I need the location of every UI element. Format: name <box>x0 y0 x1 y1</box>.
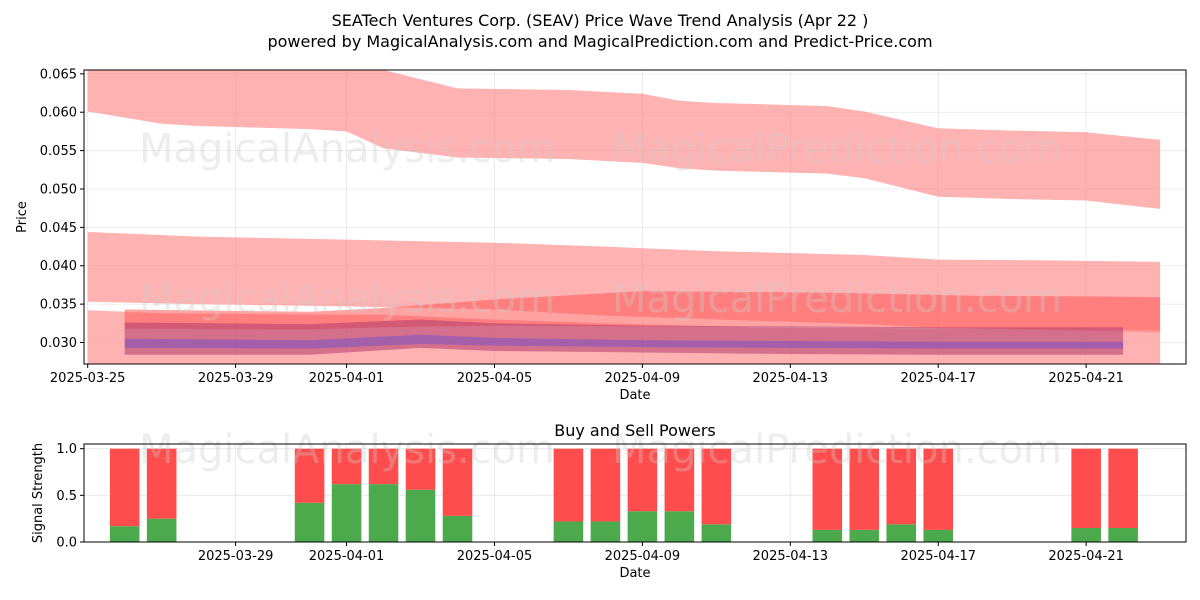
buy-bar <box>849 529 880 542</box>
x-tick-label: 2025-03-29 <box>198 549 274 564</box>
chart-subtitle: powered by MagicalAnalysis.com and Magic… <box>267 32 932 51</box>
watermark: MagicalPrediction.com <box>612 126 1062 172</box>
sell-bar <box>109 448 140 527</box>
sell-bar <box>146 448 177 519</box>
buy-bar <box>812 529 843 542</box>
buy-bar <box>405 489 436 542</box>
y-tick-label: 0.045 <box>40 221 77 236</box>
buy-bar <box>553 521 584 542</box>
sell-bar <box>701 448 732 525</box>
sell-bar <box>627 448 658 512</box>
signal-frame <box>83 443 1187 543</box>
buy-bar <box>590 521 621 542</box>
y-tick-label: 0.0 <box>56 536 77 551</box>
y-tick-label: 0.060 <box>40 106 77 121</box>
x-tick-label: 2025-04-21 <box>1048 371 1124 386</box>
sell-bar <box>294 448 325 503</box>
buy-bar <box>442 515 473 542</box>
x-tick-label: 2025-04-05 <box>457 371 533 386</box>
x-tick-label: 2025-04-01 <box>309 371 385 386</box>
price-panel: MagicalAnalysis.com MagicalPrediction.com… <box>15 67 1187 403</box>
sell-bar <box>1071 448 1101 528</box>
watermark: MagicalPrediction.com <box>612 276 1062 322</box>
buy-bar <box>923 529 954 542</box>
x-tick-label: 2025-04-05 <box>457 549 533 564</box>
price-plot-area <box>87 70 1161 364</box>
y-tick-label: 0.030 <box>40 336 77 351</box>
x-tick-label: 2025-04-21 <box>1048 549 1124 564</box>
buy-bar <box>701 524 732 542</box>
buy-bar <box>1071 528 1101 542</box>
watermark: MagicalAnalysis.com <box>139 276 555 322</box>
signal-x-axis-label: Date <box>619 566 650 581</box>
y-tick-label: 0.040 <box>40 259 77 274</box>
buy-bar <box>331 484 362 542</box>
buy-bar <box>109 526 140 542</box>
buy-bar <box>146 518 177 542</box>
buy-bar <box>368 484 399 542</box>
x-tick-label: 2025-04-13 <box>753 371 829 386</box>
sell-bar <box>923 448 954 530</box>
watermark: MagicalAnalysis.com <box>139 427 555 473</box>
signal-title: Buy and Sell Powers <box>554 421 716 440</box>
buy-bar <box>1108 528 1138 542</box>
signal-panel: MagicalAnalysis.com MagicalPrediction.com… <box>31 421 1187 581</box>
sell-bar <box>664 448 695 512</box>
y-tick-label: 1.0 <box>56 442 77 457</box>
y-tick-label: 0.065 <box>40 67 77 82</box>
watermark: MagicalAnalysis.com <box>139 126 555 172</box>
buy-bar <box>664 511 695 542</box>
y-tick-label: 0.055 <box>40 144 77 159</box>
signal-y-axis-label: Signal Strength <box>31 443 46 543</box>
band-forecast-core <box>124 334 1124 349</box>
sell-bar <box>590 448 621 522</box>
price-frame <box>83 69 1187 365</box>
buy-bar <box>294 502 325 542</box>
x-tick-label: 2025-03-25 <box>50 371 126 386</box>
sell-bar <box>331 448 362 485</box>
sell-bar <box>405 448 436 490</box>
x-tick-label: 2025-04-17 <box>900 371 976 386</box>
price-x-axis-label: Date <box>619 388 650 403</box>
sell-bar <box>1108 448 1138 528</box>
x-tick-label: 2025-04-13 <box>753 549 829 564</box>
sell-bar <box>812 448 843 530</box>
y-tick-label: 0.035 <box>40 298 77 313</box>
x-tick-label: 2025-04-01 <box>309 549 385 564</box>
watermark: MagicalPrediction.com <box>612 427 1062 473</box>
price-y-axis-label: Price <box>15 201 30 233</box>
sell-bar <box>553 448 584 522</box>
band-upper-wave <box>87 70 1161 209</box>
chart-title: SEATech Ventures Corp. (SEAV) Price Wave… <box>332 11 869 30</box>
buy-bar <box>886 524 917 542</box>
y-tick-label: 0.5 <box>56 489 77 504</box>
sell-bar <box>368 448 399 485</box>
x-tick-label: 2025-03-29 <box>198 371 274 386</box>
y-tick-label: 0.050 <box>40 182 77 197</box>
sell-bar <box>442 448 473 516</box>
x-tick-label: 2025-04-09 <box>605 549 681 564</box>
x-tick-label: 2025-04-09 <box>605 371 681 386</box>
band-rising-wave <box>124 291 1161 331</box>
sell-bar <box>886 448 917 525</box>
signal-plot-area <box>109 448 1138 542</box>
sell-bar <box>849 448 880 530</box>
buy-bar <box>627 511 658 542</box>
x-tick-label: 2025-04-17 <box>900 549 976 564</box>
